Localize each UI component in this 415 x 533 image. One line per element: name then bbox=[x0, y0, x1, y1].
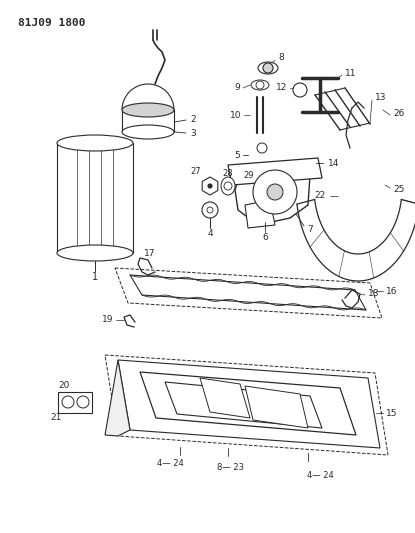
Text: 14: 14 bbox=[328, 158, 339, 167]
Text: 1: 1 bbox=[92, 272, 98, 282]
Circle shape bbox=[62, 396, 74, 408]
Ellipse shape bbox=[122, 125, 174, 139]
Text: 4: 4 bbox=[207, 230, 213, 238]
Ellipse shape bbox=[258, 62, 278, 74]
Text: 19: 19 bbox=[102, 316, 113, 325]
Polygon shape bbox=[130, 275, 366, 310]
Text: 17: 17 bbox=[144, 248, 156, 257]
Text: 22: 22 bbox=[315, 191, 326, 200]
Circle shape bbox=[263, 63, 273, 73]
Polygon shape bbox=[118, 360, 380, 448]
Circle shape bbox=[256, 81, 264, 89]
Text: 8— 23: 8— 23 bbox=[217, 464, 244, 472]
Text: 7: 7 bbox=[307, 225, 313, 235]
Circle shape bbox=[202, 202, 218, 218]
Ellipse shape bbox=[221, 177, 235, 195]
Text: 3: 3 bbox=[190, 128, 196, 138]
Text: 20: 20 bbox=[58, 382, 69, 391]
Text: 29: 29 bbox=[244, 171, 254, 180]
Text: 6: 6 bbox=[262, 233, 268, 243]
Text: 13: 13 bbox=[375, 93, 386, 102]
Polygon shape bbox=[140, 372, 356, 435]
Polygon shape bbox=[105, 355, 388, 455]
Text: 4— 24: 4— 24 bbox=[156, 458, 183, 467]
Text: 28: 28 bbox=[223, 169, 233, 179]
Ellipse shape bbox=[57, 245, 133, 261]
Polygon shape bbox=[245, 386, 308, 428]
Text: 11: 11 bbox=[345, 69, 356, 77]
Text: 27: 27 bbox=[190, 167, 201, 176]
Circle shape bbox=[208, 184, 212, 188]
Circle shape bbox=[224, 182, 232, 190]
Text: 9: 9 bbox=[234, 84, 240, 93]
Polygon shape bbox=[105, 360, 130, 436]
Polygon shape bbox=[200, 378, 250, 418]
Polygon shape bbox=[57, 143, 133, 253]
Text: 81J09 1800: 81J09 1800 bbox=[18, 18, 85, 28]
Polygon shape bbox=[240, 181, 258, 191]
Text: 18: 18 bbox=[368, 289, 379, 298]
Circle shape bbox=[216, 399, 234, 417]
Polygon shape bbox=[228, 158, 322, 185]
Polygon shape bbox=[115, 268, 382, 318]
Text: 5: 5 bbox=[234, 150, 240, 159]
Circle shape bbox=[267, 184, 283, 200]
Polygon shape bbox=[58, 392, 92, 413]
Text: 15: 15 bbox=[386, 408, 398, 417]
Text: 25: 25 bbox=[393, 185, 404, 195]
Polygon shape bbox=[165, 382, 322, 428]
Text: 12: 12 bbox=[276, 84, 287, 93]
Polygon shape bbox=[235, 162, 310, 225]
Circle shape bbox=[257, 143, 267, 153]
Ellipse shape bbox=[122, 103, 174, 117]
Ellipse shape bbox=[57, 135, 133, 151]
Ellipse shape bbox=[251, 80, 269, 90]
Text: 21: 21 bbox=[50, 414, 61, 423]
Circle shape bbox=[221, 404, 229, 412]
Polygon shape bbox=[202, 177, 218, 195]
Text: 2: 2 bbox=[190, 116, 195, 125]
Text: 10: 10 bbox=[229, 110, 241, 119]
Text: 26: 26 bbox=[393, 109, 404, 117]
Circle shape bbox=[293, 83, 307, 97]
Circle shape bbox=[77, 396, 89, 408]
Polygon shape bbox=[245, 200, 275, 228]
Text: 16: 16 bbox=[386, 287, 398, 295]
Text: 4— 24: 4— 24 bbox=[307, 471, 333, 480]
Circle shape bbox=[253, 170, 297, 214]
Text: 8: 8 bbox=[278, 53, 284, 62]
Circle shape bbox=[207, 207, 213, 213]
